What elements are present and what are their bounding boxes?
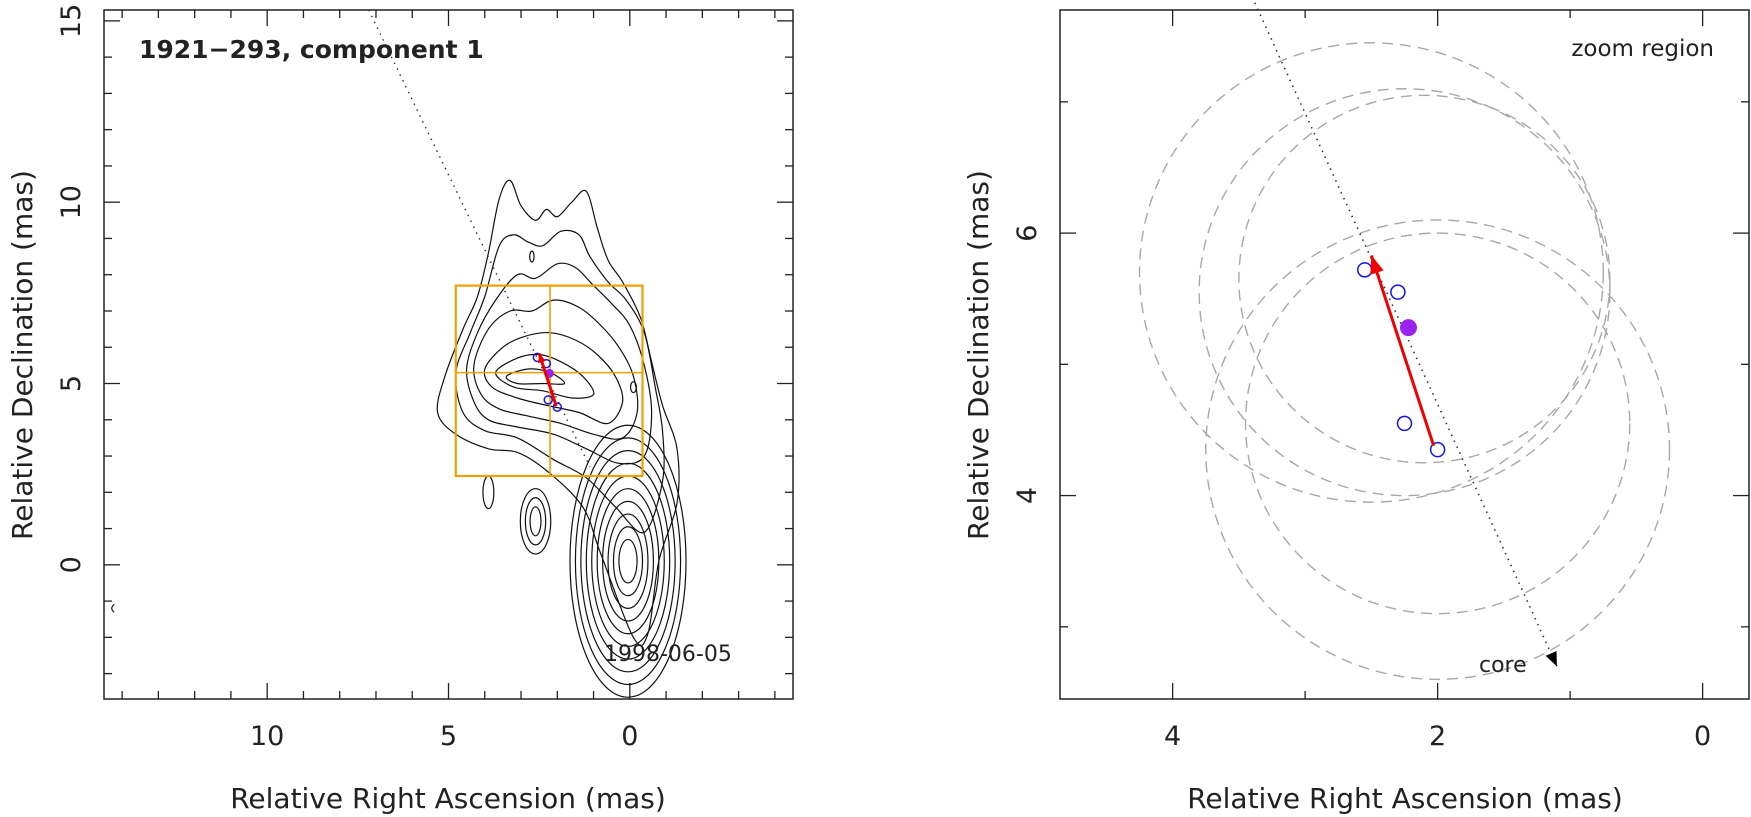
left-x-axis-label: Relative Right Ascension (mas) [230, 782, 666, 815]
core-contour [618, 538, 638, 584]
jet-contour [505, 368, 566, 385]
jet-contour [495, 353, 595, 399]
right-y-tick-label: 4 [1012, 487, 1043, 504]
left-position-circle [552, 402, 563, 412]
left-position-circle [543, 395, 553, 405]
left-y-tick-label: 0 [56, 556, 87, 573]
core-contour [612, 526, 644, 597]
right-y-axis-label: Relative Declination (mas) [962, 170, 995, 540]
ejection-direction-line [368, 9, 591, 468]
left-y-tick-label: 5 [56, 375, 87, 392]
left-panel-contour-map: 10 5 0 0 5 10 15 1921−293, component 1 1998-06… [6, 4, 794, 815]
core-contour [602, 500, 654, 622]
left-x-tick-label: 5 [440, 721, 457, 752]
left-y-tick-label: 15 [56, 4, 87, 38]
beam-circle [1205, 219, 1671, 681]
beam-circle [1138, 42, 1604, 503]
left-x-tick-label: 10 [250, 721, 284, 752]
left-y-tick-label: 10 [56, 185, 87, 219]
right-panel-zoom: 4 2 0 4 6 zoom region core Relative Right As… [962, 0, 1750, 815]
edge-contour-fragment [111, 603, 115, 613]
right-axis-ticks: 4 2 0 4 6 [1012, 10, 1749, 752]
jet-contour [465, 262, 653, 465]
jet-contour [473, 299, 639, 440]
right-position-circle [1390, 284, 1406, 300]
right-plot-frame [1059, 9, 1750, 700]
epoch-label: 1998-06-05 [604, 642, 732, 667]
beam-circle [1238, 94, 1611, 464]
jet-contour [483, 331, 624, 425]
core-contour [596, 488, 660, 635]
right-beam-circles [1138, 42, 1671, 681]
core-contour [569, 424, 687, 698]
blob-contour [529, 250, 535, 263]
core-contour [574, 437, 682, 686]
right-motion-arrow [1369, 254, 1436, 447]
right-x-tick-label: 2 [1429, 721, 1446, 752]
blob-contour [529, 506, 542, 537]
right-position-circle [1429, 441, 1446, 458]
right-x-axis-label: Relative Right Ascension (mas) [1187, 782, 1623, 815]
core-contour [585, 462, 671, 660]
right-mean-position [1399, 319, 1417, 337]
zoom-region-box [454, 284, 644, 478]
beam-circle [1244, 232, 1631, 615]
left-motion-arrowhead [538, 353, 546, 364]
left-x-tick-label: 0 [621, 721, 638, 752]
left-axis-ticks: 10 5 0 0 5 10 15 [56, 4, 793, 752]
left-motion-arrow [537, 352, 558, 407]
right-position-circle [1357, 262, 1373, 278]
right-position-circle [1396, 415, 1413, 432]
left-overlay [368, 9, 644, 478]
right-x-tick-label: 0 [1694, 721, 1711, 752]
right-y-tick-label: 6 [1012, 225, 1043, 242]
beam-circle [1198, 88, 1611, 497]
right-x-tick-label: 4 [1164, 721, 1181, 752]
left-plot-frame [103, 9, 794, 700]
right-overlay [1252, 0, 1558, 667]
blob-contour [482, 475, 495, 510]
left-contours [111, 179, 687, 698]
right-motion-arrowhead [1370, 255, 1384, 275]
left-title: 1921−293, component 1 [139, 35, 484, 64]
blob-contour [629, 381, 637, 394]
blob-contour [519, 488, 552, 555]
core-contour [580, 449, 676, 673]
core-contour [607, 513, 649, 609]
left-y-axis-label: Relative Declination (mas) [6, 170, 39, 540]
blob-contour [524, 497, 547, 546]
core-direction-arrowhead [1545, 650, 1557, 667]
core-label: core [1479, 653, 1527, 678]
zoom-region-label: zoom region [1571, 36, 1714, 62]
